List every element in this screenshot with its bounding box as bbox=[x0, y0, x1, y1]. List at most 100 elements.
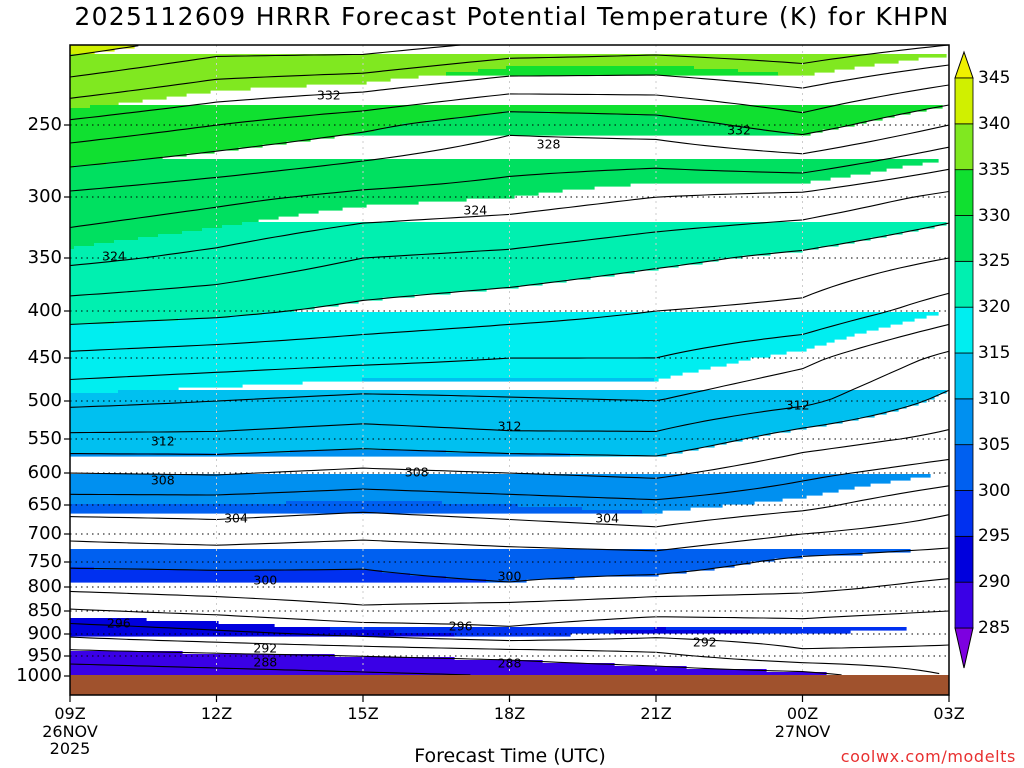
colorbar-bin bbox=[954, 169, 974, 216]
contour-label: 312 bbox=[785, 397, 810, 413]
x-tick-label: 09Z bbox=[54, 704, 86, 723]
contour-cell bbox=[70, 450, 291, 454]
contour-cell bbox=[70, 663, 615, 667]
contour-cell bbox=[70, 276, 591, 280]
contour-cell bbox=[70, 105, 91, 109]
contour-cell bbox=[70, 279, 567, 283]
contour-label: 312 bbox=[150, 433, 175, 449]
x-tick-label: 18Z bbox=[493, 704, 526, 723]
contour-cell bbox=[70, 666, 687, 670]
contour-cell bbox=[778, 72, 815, 76]
contour-cell bbox=[70, 510, 643, 514]
contour-cell bbox=[70, 360, 739, 364]
contour-cell bbox=[70, 252, 771, 256]
contour-cell bbox=[70, 384, 243, 388]
contour-cell bbox=[70, 237, 139, 241]
contour-cell bbox=[70, 261, 703, 265]
contour-label: 312 bbox=[497, 418, 522, 434]
contour-cell bbox=[70, 624, 275, 628]
contour-cell bbox=[70, 480, 891, 484]
contour-cell bbox=[362, 378, 655, 382]
contour-label: 288 bbox=[253, 654, 278, 670]
contour-cell bbox=[70, 441, 727, 445]
contour-cell bbox=[70, 294, 415, 298]
contour-cell bbox=[70, 390, 119, 394]
contour-cell bbox=[114, 321, 903, 325]
contour-cell bbox=[70, 315, 231, 319]
colorbar-label: 290 bbox=[978, 572, 1011, 593]
contour-cell bbox=[70, 576, 447, 580]
colorbar-bin bbox=[954, 490, 974, 537]
contour-cell bbox=[70, 333, 855, 337]
y-tick-label: 850 bbox=[27, 600, 62, 621]
credit-link[interactable]: coolwx.com/modelts bbox=[840, 747, 1016, 766]
contour-cell bbox=[666, 627, 907, 631]
contour-cell bbox=[70, 393, 939, 397]
contour-line bbox=[70, 45, 139, 57]
contour-cell bbox=[70, 561, 751, 565]
contour-cell bbox=[70, 492, 823, 496]
contour-cell bbox=[70, 324, 891, 328]
contour-cell bbox=[70, 153, 187, 157]
contour-cell bbox=[70, 549, 911, 553]
y-tick-label: 450 bbox=[27, 347, 62, 368]
contour-cell bbox=[70, 222, 243, 226]
contour-cell bbox=[70, 339, 835, 343]
x-tick-date: 26NOV bbox=[42, 722, 98, 741]
contour-cell bbox=[70, 444, 715, 448]
contour-cell bbox=[70, 564, 735, 568]
contour-cell bbox=[70, 225, 223, 229]
contour-cell bbox=[74, 165, 903, 169]
contour-cell bbox=[682, 117, 883, 121]
contour-cell bbox=[70, 189, 563, 193]
contour-cell bbox=[70, 231, 183, 235]
contour-cell bbox=[70, 81, 367, 85]
contour-cell bbox=[70, 573, 411, 577]
contour-cell bbox=[70, 414, 875, 418]
contour-cell bbox=[354, 132, 795, 136]
contour-cell bbox=[446, 450, 683, 454]
contour-cell bbox=[750, 630, 851, 634]
contour-cell bbox=[118, 390, 947, 394]
contour-cell bbox=[70, 495, 807, 499]
contour-cell bbox=[70, 504, 519, 508]
contour-cell bbox=[70, 438, 743, 442]
contour-cell bbox=[70, 486, 855, 490]
contour-line bbox=[70, 323, 949, 408]
contour-cell bbox=[70, 357, 751, 361]
contour-cell bbox=[70, 477, 911, 481]
contour-cell bbox=[70, 555, 803, 559]
colorbar-max-triangle bbox=[954, 50, 974, 79]
y-tick-label: 1000 bbox=[16, 665, 62, 686]
contour-cell bbox=[70, 342, 827, 346]
contour-cell bbox=[70, 45, 135, 49]
contour-line bbox=[70, 649, 842, 675]
contour-cell bbox=[70, 267, 659, 271]
contour-cell bbox=[70, 435, 759, 439]
colorbar-label: 325 bbox=[978, 251, 1011, 272]
contour-cell bbox=[550, 111, 911, 115]
contour-cell bbox=[70, 150, 215, 154]
contour-cell bbox=[70, 228, 203, 232]
y-tick-label: 900 bbox=[27, 623, 62, 644]
contour-cell bbox=[582, 507, 691, 511]
contour-cell bbox=[70, 135, 335, 139]
contour-cell bbox=[70, 183, 631, 187]
contour-cell bbox=[70, 429, 791, 433]
contour-cell bbox=[70, 552, 863, 556]
y-tick-label: 350 bbox=[27, 247, 62, 268]
contour-cell bbox=[70, 327, 879, 331]
contour-cell bbox=[70, 99, 143, 103]
x-tick-label: 00Z bbox=[786, 704, 819, 723]
colorbar-bin bbox=[954, 535, 974, 583]
contour-label: 328 bbox=[536, 136, 561, 151]
contour-cell bbox=[70, 159, 135, 163]
contour-label: 324 bbox=[102, 248, 126, 264]
contour-cell bbox=[70, 96, 167, 100]
contour-cell bbox=[70, 354, 771, 358]
colorbar bbox=[954, 50, 974, 669]
contour-cell bbox=[70, 417, 859, 421]
contour-cell bbox=[654, 378, 659, 382]
contour-cell bbox=[70, 48, 115, 52]
